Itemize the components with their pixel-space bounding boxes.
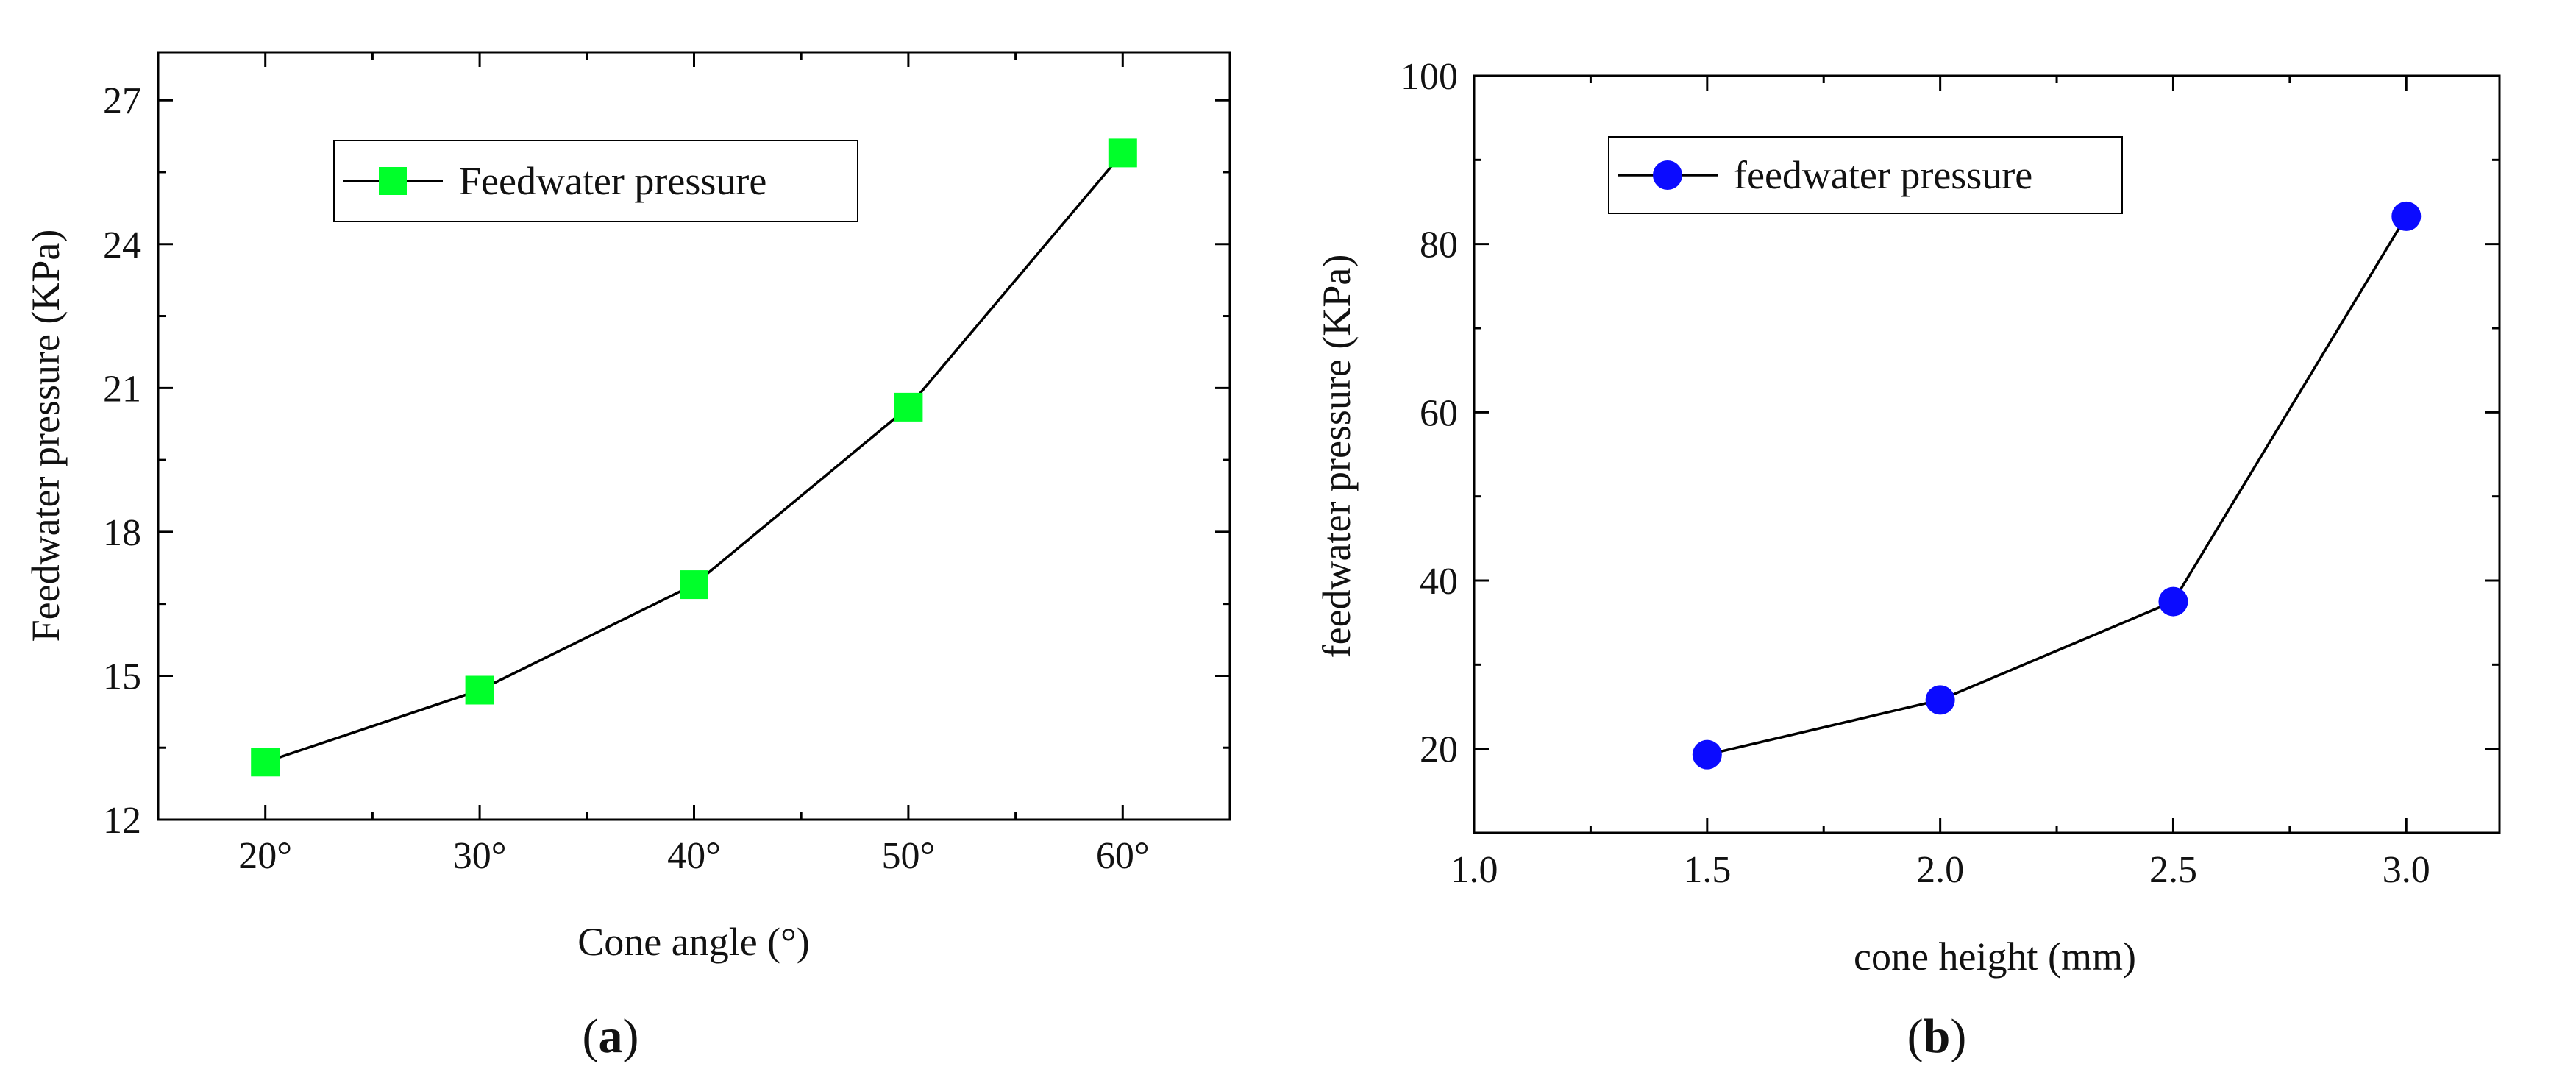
x-axis-title: Cone angle (°) [577,920,809,964]
y-tick-label: 24 [103,224,141,266]
panel-caption: (b) [1907,1009,1967,1063]
x-tick-label: 1.0 [1451,849,1498,891]
legend-marker [1653,160,1682,190]
caption-close: ) [623,1009,639,1063]
y-tick-label: 21 [103,368,141,410]
caption-open: ( [1907,1009,1924,1063]
data-point [680,570,708,600]
x-tick-label: 30° [453,835,507,877]
data-point [465,675,494,705]
x-tick-label: 20° [238,835,292,877]
legend-label: Feedwater pressure [459,159,766,203]
caption-open: ( [583,1009,599,1063]
y-tick-label: 15 [103,656,141,698]
series-line [265,152,1124,764]
x-tick-label: 60° [1096,835,1150,877]
y-axis-title: feedwater pressure (KPa) [1314,255,1359,659]
y-tick-label: 100 [1401,56,1458,98]
data-point [251,748,280,777]
caption-letter: a [599,1009,623,1063]
caption-close: ) [1950,1009,1966,1063]
y-tick-label: 60 [1420,392,1458,434]
legend-marker [379,167,407,195]
y-tick-label: 80 [1420,224,1458,266]
x-tick-label: 50° [882,835,936,877]
data-point [1692,739,1722,770]
y-tick-label: 40 [1420,561,1458,603]
data-point [1925,685,1955,715]
x-tick-label: 3.0 [2383,849,2430,891]
chart-panel-a: 20° 30° 40° 50° 60° 12 15 18 21 24 27 Cone angle (°… [24,51,1231,1063]
x-tick-label: 2.0 [1916,849,1964,891]
data-point [894,392,923,422]
chart-panel-b: 1.0 1.5 2.0 2.5 3.0 20 40 60 80 100 cone height (m… [1314,56,2501,1063]
y-tick-label: 18 [103,512,141,554]
plot-frame [1473,74,2501,834]
y-tick-label: 12 [103,800,141,842]
data-point [2391,201,2422,231]
y-tick-label: 20 [1420,729,1458,771]
x-axis-title: cone height (mm) [1854,934,2136,979]
panel-caption: (a) [583,1009,639,1063]
x-tick-label: 40° [667,835,721,877]
x-tick-label: 2.5 [2149,849,2197,891]
series-line [1707,216,2408,756]
data-point [2158,586,2188,617]
y-tick-label: 27 [103,80,141,122]
caption-letter: b [1924,1009,1951,1063]
y-axis-title: Feedwater pressure (KPa) [24,230,68,642]
data-point [1108,138,1137,168]
legend-label: feedwater pressure [1734,153,2032,197]
legend: feedwater pressure [1608,136,2123,214]
legend: Feedwater pressure [333,140,858,222]
x-tick-label: 1.5 [1683,849,1731,891]
